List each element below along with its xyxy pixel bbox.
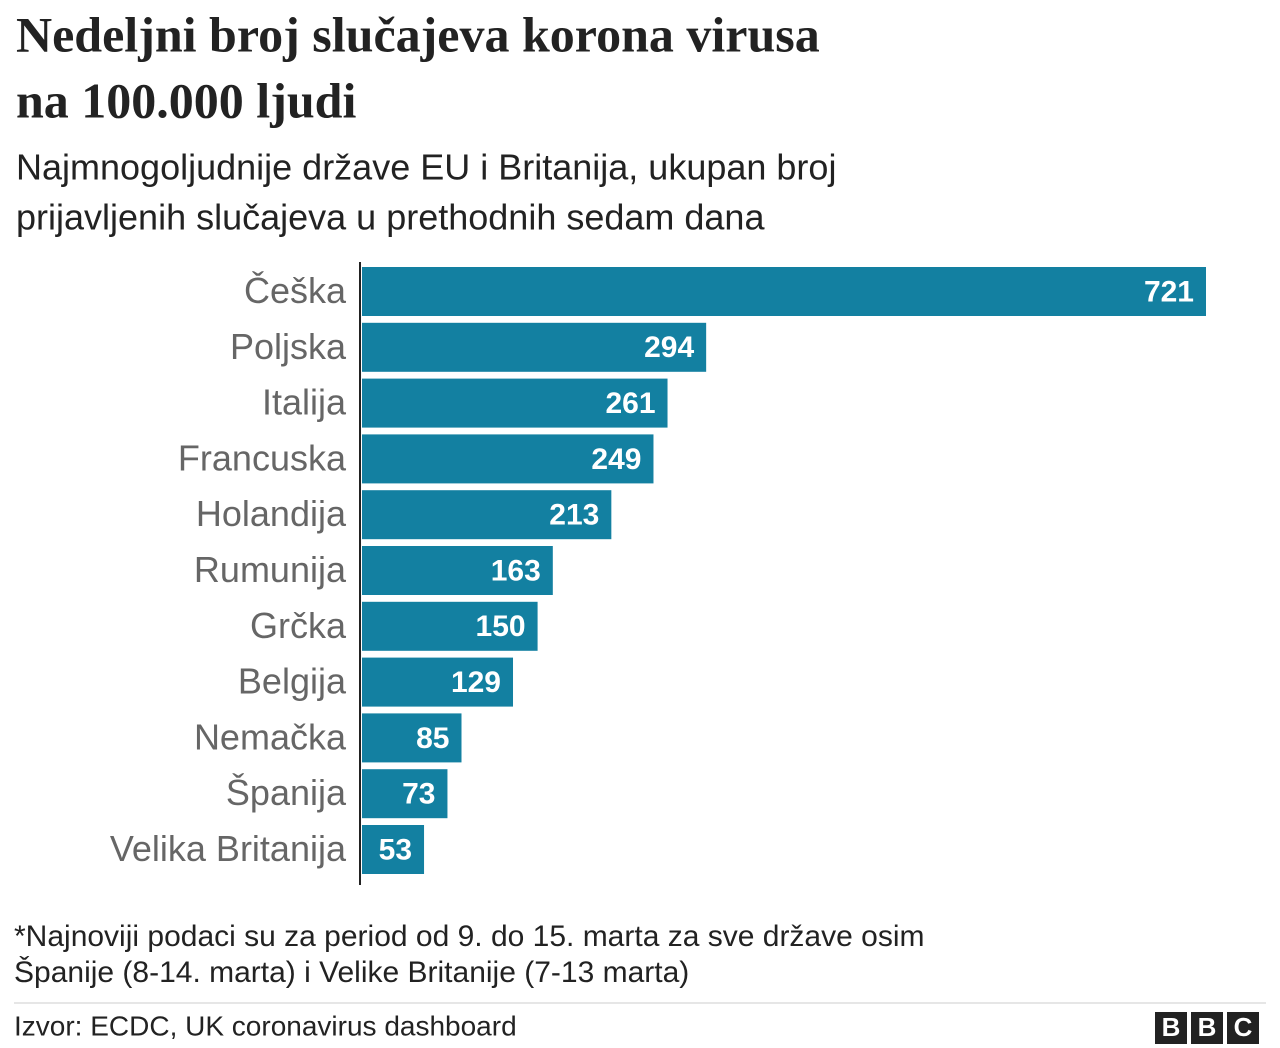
footnote: *Najnoviji podaci su za period od 9. do … (14, 920, 924, 953)
y-tick-label: Španija (226, 772, 347, 813)
value-label: 721 (1144, 275, 1194, 308)
y-tick-label: Češka (244, 270, 347, 311)
value-label: 129 (451, 666, 501, 699)
bar (362, 490, 612, 540)
chart-title: na 100.000 ljudi (16, 72, 356, 128)
y-tick-label: Nemačka (194, 716, 347, 757)
chart-title: Nedeljni broj slučajeva korona virusa (16, 6, 820, 62)
bar (362, 322, 707, 372)
value-label: 213 (549, 499, 599, 532)
value-label: 53 (379, 833, 412, 866)
logo-letter: B (1198, 1012, 1217, 1042)
logo-box (1155, 1012, 1187, 1044)
bar (362, 267, 1206, 316)
value-label: 163 (491, 554, 541, 587)
value-label: 85 (416, 722, 449, 755)
footnote: Španije (8-14. marta) i Velike Britanije… (14, 955, 689, 989)
bar (362, 434, 654, 484)
bar (362, 546, 553, 595)
bar (362, 601, 538, 651)
y-tick-label: Rumunija (194, 549, 347, 590)
y-tick-label: Holandija (196, 493, 347, 534)
source: Izvor: ECDC, UK coronavirus dashboard (14, 1010, 517, 1041)
y-tick-label: Italija (262, 382, 347, 423)
value-label: 261 (605, 387, 655, 420)
value-label: 294 (644, 331, 694, 364)
bar (362, 657, 514, 707)
bar (362, 825, 425, 874)
bar (362, 378, 668, 428)
y-tick-label: Francuska (178, 437, 347, 478)
y-tick-label: Belgija (238, 661, 347, 702)
y-tick-label: Poljska (230, 326, 347, 367)
logo-box (1191, 1012, 1223, 1044)
logo-letter: C (1234, 1012, 1253, 1042)
value-label: 73 (402, 778, 435, 811)
logo-letter: B (1162, 1012, 1181, 1042)
value-label: 150 (476, 610, 526, 643)
y-tick-label: Grčka (250, 605, 347, 646)
bar (362, 713, 462, 763)
chart-subtitle: Najmnogoljudnije države EU i Britanija, … (16, 147, 836, 188)
value-label: 249 (591, 443, 641, 476)
bar (362, 769, 448, 819)
logo-box (1227, 1012, 1259, 1044)
chart-subtitle: prijavljenih slučajeva u prethodnih seda… (16, 197, 765, 238)
y-tick-label: Velika Britanija (110, 828, 347, 869)
